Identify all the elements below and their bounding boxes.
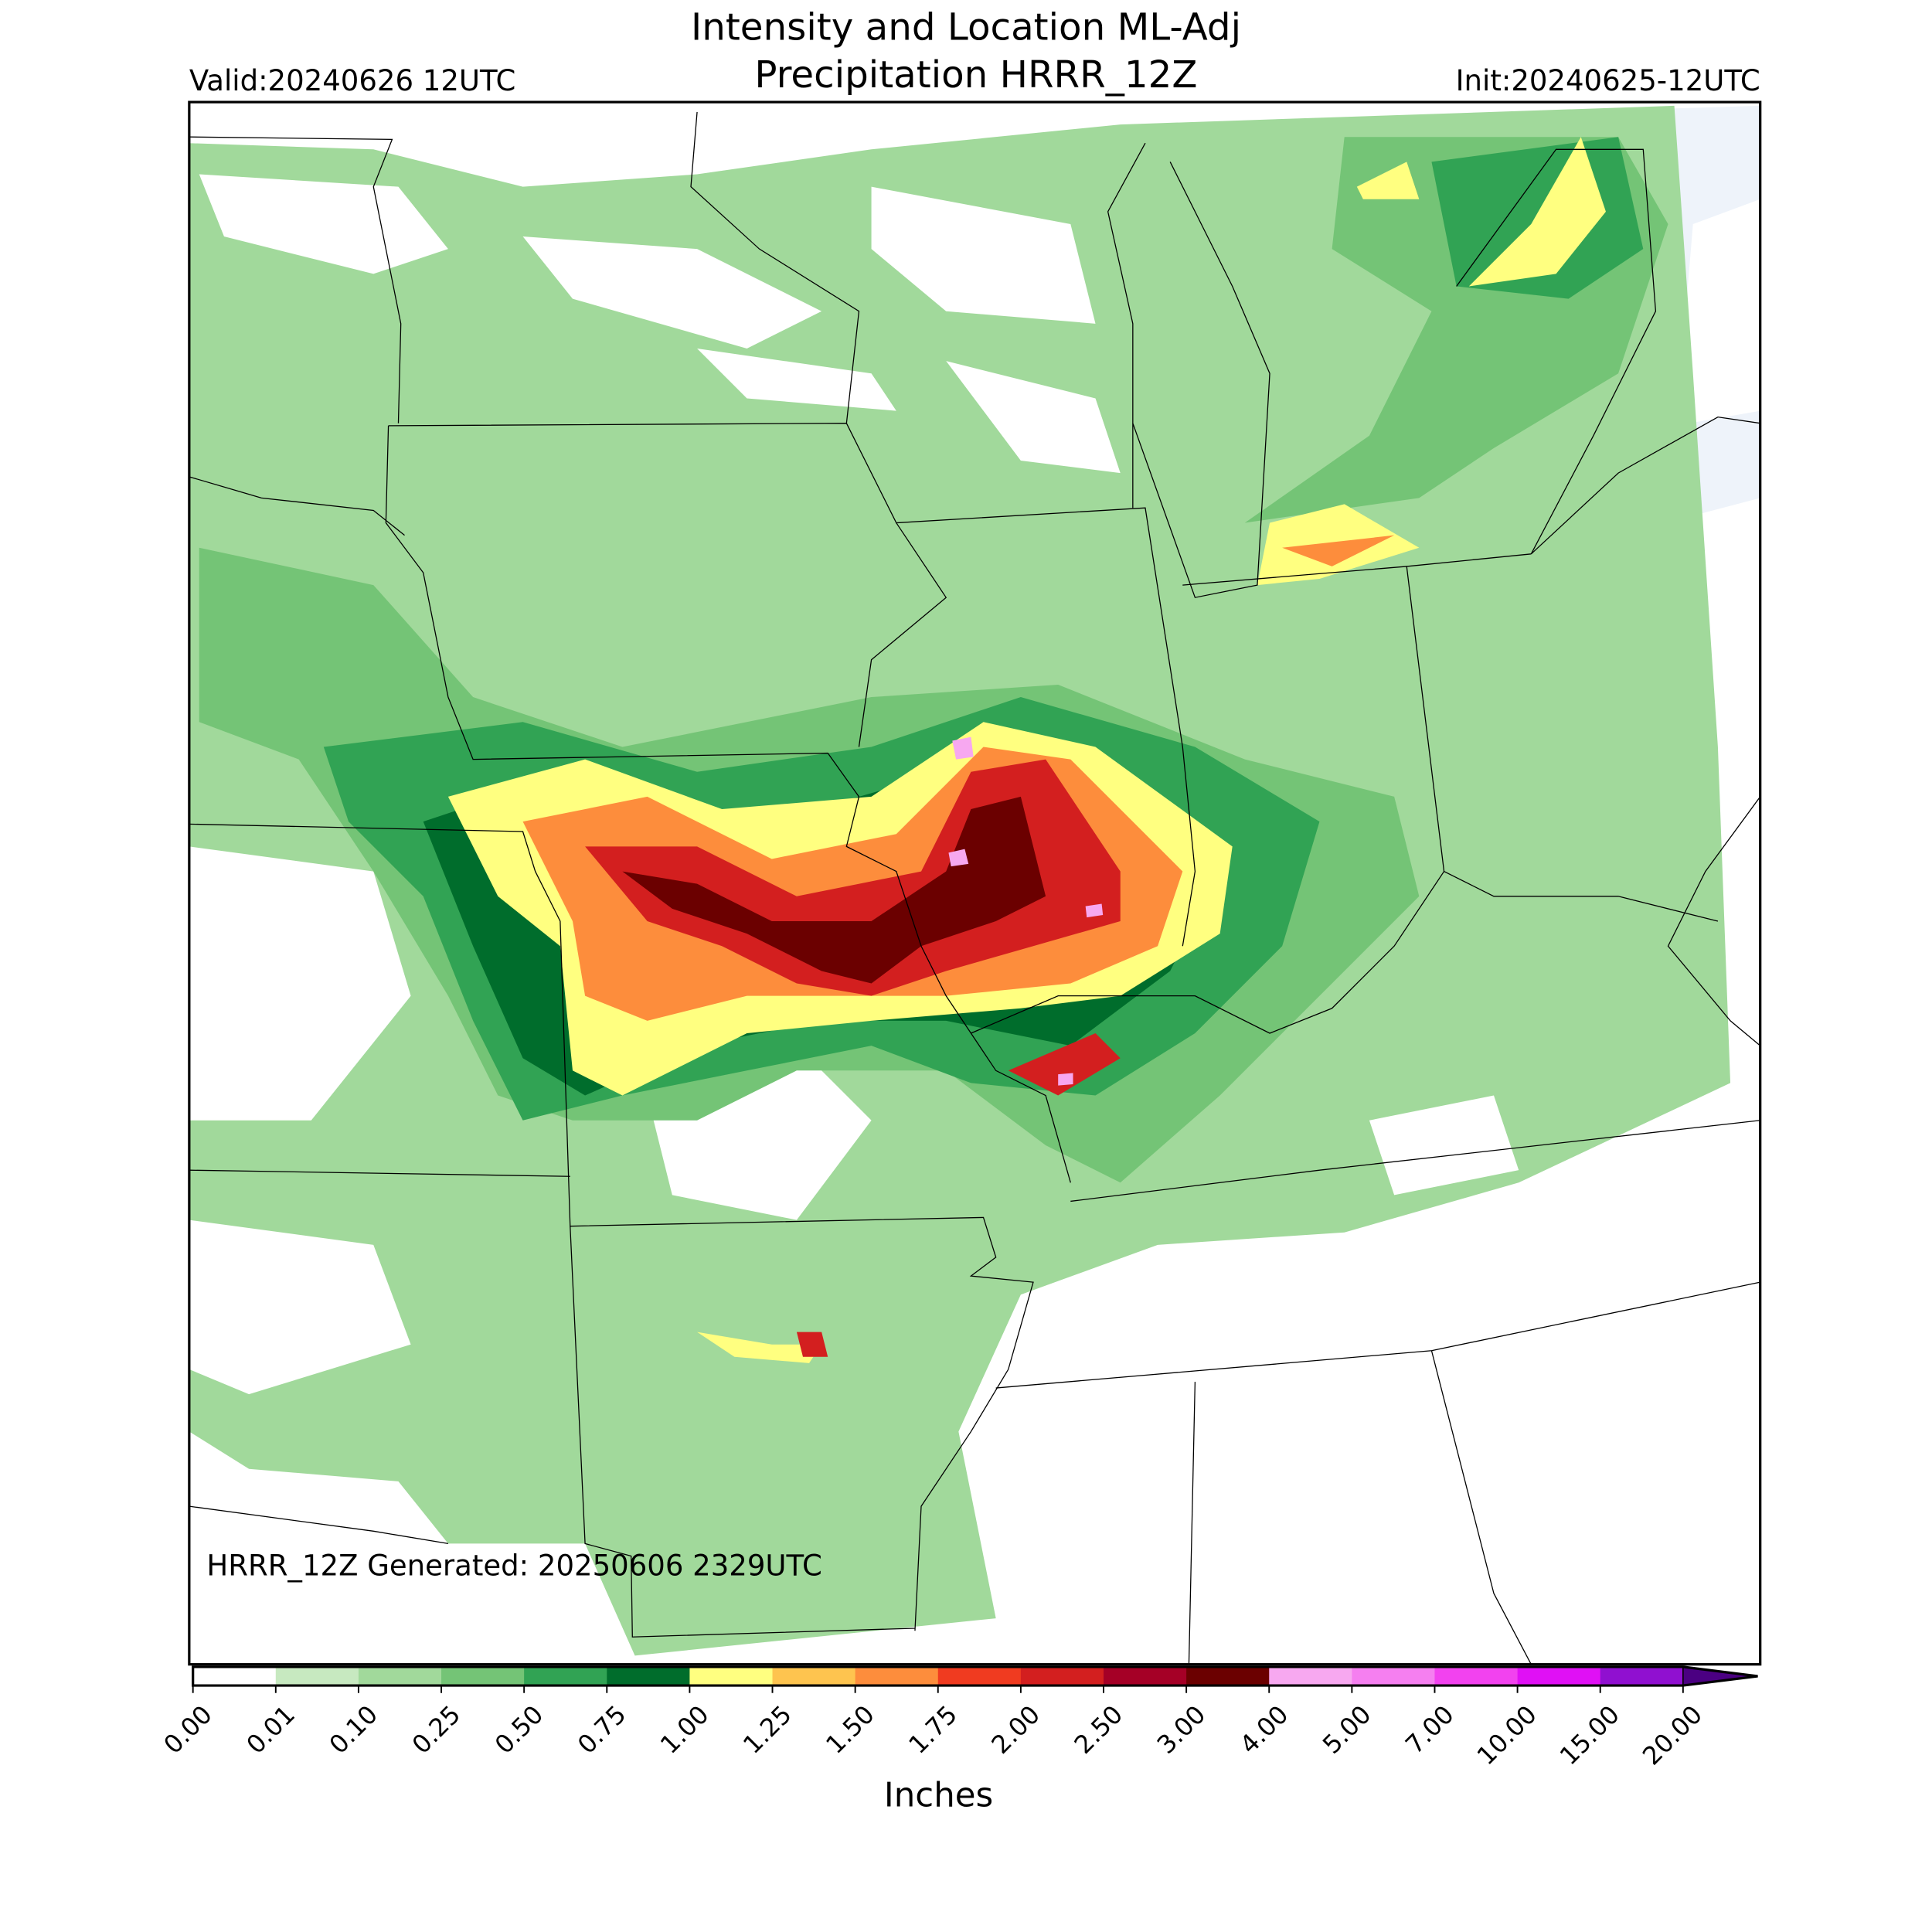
colorbar-tick-label: 1.50 bbox=[820, 1699, 880, 1760]
colorbar-tick-label: 0.75 bbox=[572, 1699, 632, 1760]
colorbar-bin bbox=[1020, 1666, 1104, 1686]
precip-gap bbox=[189, 174, 1519, 1395]
colorbar-bin bbox=[1434, 1666, 1519, 1686]
generated-note: HRRR_12Z Generated: 20250606 2329UTC bbox=[206, 1549, 821, 1583]
colorbar-tick-label: 4.00 bbox=[1234, 1699, 1294, 1760]
colorbar-tick-label: 1.00 bbox=[655, 1699, 715, 1760]
title-line1: Intensity and Location ML-Adj bbox=[691, 6, 1241, 49]
precip-1in bbox=[447, 137, 1606, 1363]
valid-time: Valid:20240626 12UTC bbox=[189, 64, 515, 97]
colorbar-bin bbox=[358, 1666, 442, 1686]
colorbar-outline bbox=[192, 1665, 1758, 1687]
init-time: Init:20240625-12UTC bbox=[1456, 64, 1760, 97]
colorbar-tick-label: 7.00 bbox=[1400, 1699, 1460, 1760]
colorbar-tick-label: 10.00 bbox=[1471, 1699, 1543, 1770]
colorbar-tick-label: 20.00 bbox=[1637, 1699, 1708, 1770]
colorbar-extend bbox=[1682, 1665, 1758, 1686]
colorbar-tick-label: 0.25 bbox=[406, 1699, 467, 1760]
colorbar-bin bbox=[689, 1666, 773, 1686]
colorbar-bin bbox=[441, 1666, 525, 1686]
colorbar-bin bbox=[1103, 1666, 1187, 1686]
colorbar-label: Inches bbox=[884, 1777, 993, 1815]
colorbar-bin bbox=[937, 1666, 1022, 1686]
colorbar-bin bbox=[1517, 1666, 1601, 1686]
colorbar-bin bbox=[607, 1666, 690, 1686]
colorbar-tick-label: 0.10 bbox=[324, 1699, 384, 1760]
precip-3in bbox=[622, 796, 1046, 984]
colorbar-tick-label: 0.50 bbox=[489, 1699, 549, 1760]
map-frame bbox=[188, 100, 1762, 1666]
colorbar-tick-label: 5.00 bbox=[1317, 1699, 1377, 1760]
colorbar-bin bbox=[275, 1666, 359, 1686]
colorbar: 0.00 0.01 0.10 0.25 0.50 0.75 1.00 1.25 1.50 1.75… bbox=[158, 1665, 1758, 1770]
title-line2: Precipitation HRRR_12Z bbox=[754, 53, 1197, 97]
colorbar-bin bbox=[192, 1666, 277, 1686]
map bbox=[189, 102, 1760, 1665]
colorbar-bin bbox=[1269, 1666, 1352, 1686]
colorbar-tick-label: 3.00 bbox=[1151, 1699, 1212, 1760]
colorbar-bin bbox=[1600, 1666, 1684, 1686]
colorbar-bin bbox=[1186, 1666, 1270, 1686]
colorbar-tick-label: 0.00 bbox=[158, 1699, 218, 1760]
colorbar-bin bbox=[524, 1666, 607, 1686]
colorbar-bin bbox=[1352, 1666, 1435, 1686]
state-borders bbox=[189, 111, 1760, 1665]
colorbar-tick-label: 0.01 bbox=[241, 1699, 301, 1760]
colorbar-tick-label: 2.00 bbox=[986, 1699, 1046, 1760]
colorbar-bin bbox=[855, 1666, 939, 1686]
colorbar-bin bbox=[772, 1666, 856, 1686]
colorbar-tick-label: 2.50 bbox=[1069, 1699, 1129, 1760]
colorbar-tick-label: 15.00 bbox=[1554, 1699, 1625, 1770]
colorbar-tick-label: 1.75 bbox=[903, 1699, 963, 1760]
colorbar-tick-label: 1.25 bbox=[737, 1699, 798, 1760]
